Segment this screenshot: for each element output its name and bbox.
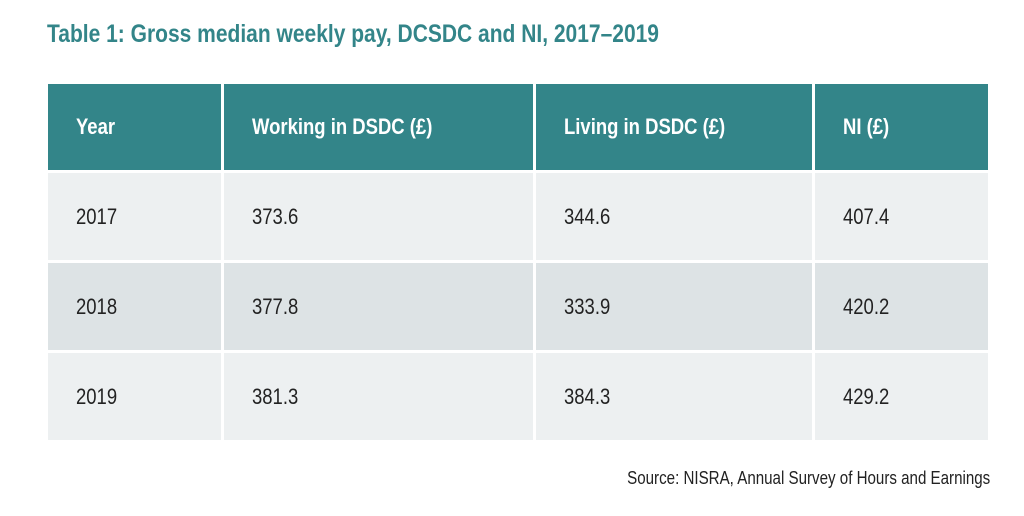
table-cell: 2019 <box>48 353 221 440</box>
table-cell: 2017 <box>48 173 221 260</box>
table-cell: 384.3 <box>536 353 812 440</box>
table-cell: 407.4 <box>815 173 988 260</box>
table-cell-text: 2017 <box>76 203 118 229</box>
table-title-text: Table 1: Gross median weekly pay, DCSDC … <box>47 20 659 48</box>
table-cell-text: 384.3 <box>564 383 611 409</box>
table-cell: 373.6 <box>224 173 533 260</box>
table-cell-text: 429.2 <box>843 383 890 409</box>
table-cell-text: 407.4 <box>843 203 890 229</box>
table-cell-text: 420.2 <box>843 293 890 319</box>
table-cell: 429.2 <box>815 353 988 440</box>
table-cell: 2018 <box>48 263 221 350</box>
table-cell: 381.3 <box>224 353 533 440</box>
table-cell: 333.9 <box>536 263 812 350</box>
table-cell-text: 344.6 <box>564 203 611 229</box>
table-cell: 344.6 <box>536 173 812 260</box>
column-header: Year <box>48 84 221 170</box>
table-cell-text: 381.3 <box>252 383 299 409</box>
column-header: Living in DSDC (£) <box>536 84 812 170</box>
column-header-text: Year <box>76 114 116 139</box>
column-header-text: Living in DSDC (£) <box>564 114 726 139</box>
table-cell: 377.8 <box>224 263 533 350</box>
column-header: NI (£) <box>815 84 988 170</box>
table-cell: 420.2 <box>815 263 988 350</box>
table-cell-text: 2019 <box>76 383 118 409</box>
column-header-text: NI (£) <box>843 114 890 139</box>
table-cell-text: 377.8 <box>252 293 299 319</box>
table-title: Table 1: Gross median weekly pay, DCSDC … <box>47 20 776 49</box>
source-note: Source: NISRA, Annual Survey of Hours an… <box>558 468 990 489</box>
column-header-text: Working in DSDC (£) <box>252 114 433 139</box>
table-cell-text: 333.9 <box>564 293 611 319</box>
source-text: Source: NISRA, Annual Survey of Hours an… <box>626 468 990 488</box>
column-header: Working in DSDC (£) <box>224 84 533 170</box>
pay-table: Year Working in DSDC (£) Living in DSDC (£… <box>48 84 988 440</box>
table-cell-text: 373.6 <box>252 203 299 229</box>
table-cell-text: 2018 <box>76 293 118 319</box>
